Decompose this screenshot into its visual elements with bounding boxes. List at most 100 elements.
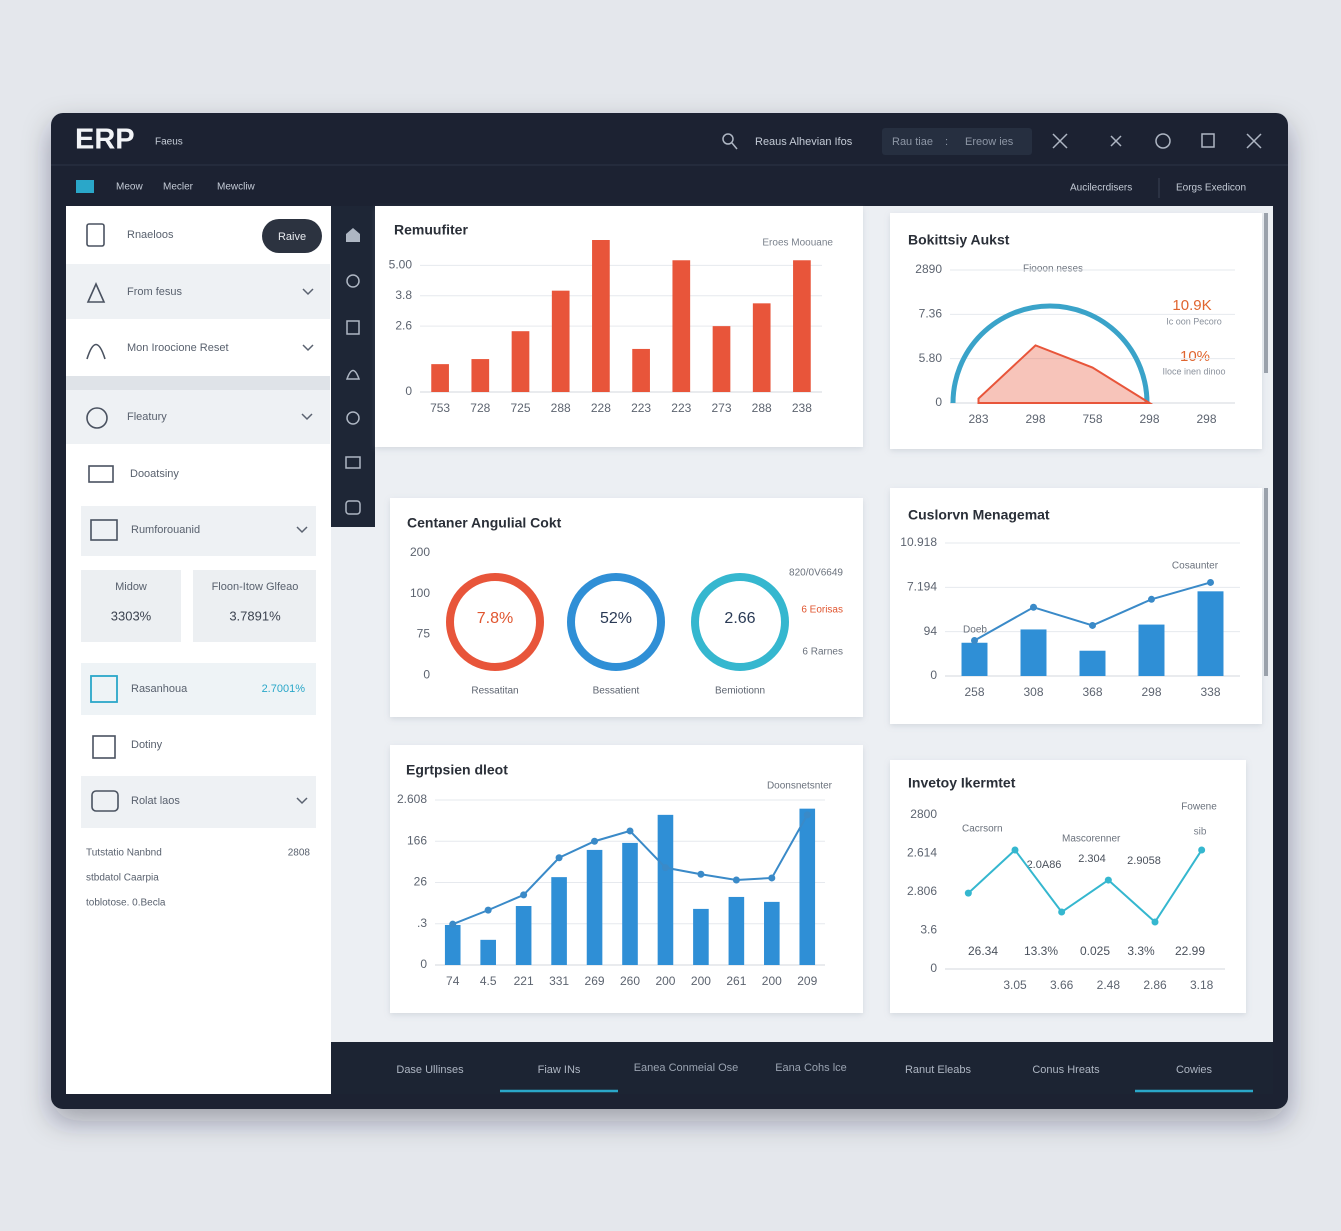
strip-icon[interactable] xyxy=(345,369,361,380)
x-tick-label: 298 xyxy=(1139,412,1159,426)
nav-right[interactable]: Eorgs Exedicon xyxy=(1176,183,1246,194)
y-tick-label: 26 xyxy=(414,875,428,889)
strip-icon[interactable] xyxy=(346,320,360,335)
x-tick-label: 3.05 xyxy=(1003,978,1027,992)
y-tick-label: 0 xyxy=(420,957,427,971)
chart-card: Invetoy Ikermtet sib Cacrsorn Mascorenner 2.… xyxy=(890,760,1246,1013)
x-tick-label: 223 xyxy=(671,401,691,415)
strip-icon[interactable] xyxy=(345,456,361,469)
point xyxy=(1104,876,1112,884)
point xyxy=(1011,846,1019,854)
x-tick-label: 200 xyxy=(691,974,711,988)
menu-icon xyxy=(90,675,118,703)
annotation: 3.3% xyxy=(1127,944,1155,958)
x-tick-label: 308 xyxy=(1023,685,1043,699)
menu-item[interactable]: Fleatury xyxy=(127,411,167,423)
nav-item[interactable]: Meow xyxy=(116,182,143,193)
point xyxy=(449,920,457,928)
nav-item[interactable]: Mewcliw xyxy=(217,182,256,193)
x-tick-label: 368 xyxy=(1082,685,1102,699)
card-bg xyxy=(890,213,1262,449)
strip-icons[interactable] xyxy=(345,228,361,515)
tab-bar xyxy=(331,1042,1273,1094)
x-tick-label: 288 xyxy=(752,401,772,415)
annotation: 22.99 xyxy=(1175,944,1205,958)
button[interactable] xyxy=(262,219,322,253)
bar xyxy=(622,842,638,965)
bar xyxy=(728,896,745,965)
tab-label[interactable]: Eanea Conmeial Ose xyxy=(634,1062,739,1074)
annotation: Cacrsorn xyxy=(962,824,1003,835)
tab-label[interactable]: Eana Cohs lce xyxy=(775,1062,847,1074)
strip-icon[interactable] xyxy=(345,500,361,515)
y-tick-label: 5.80 xyxy=(919,351,943,365)
x-tick-label: 260 xyxy=(620,974,640,988)
series-label: Fowene xyxy=(1181,802,1217,813)
axis-label: 75 xyxy=(417,627,431,641)
tab-label[interactable]: Fiaw INs xyxy=(538,1064,581,1076)
close-small-icon[interactable] xyxy=(1110,135,1122,147)
tab-label[interactable]: Cowies xyxy=(1176,1064,1213,1076)
annotation: Eroes Moouane xyxy=(762,238,833,249)
donut-label: Bemiotionn xyxy=(715,686,765,697)
menu-item[interactable]: Rolat laos xyxy=(131,795,180,807)
point xyxy=(1058,908,1066,916)
bar xyxy=(551,877,567,965)
menu-item[interactable]: Dotiny xyxy=(131,739,163,751)
nav-icon[interactable] xyxy=(76,180,94,193)
search-text[interactable]: Reaus Alhevian Ifos xyxy=(755,136,853,148)
x-tick-label: 209 xyxy=(797,974,817,988)
chart-title: Cuslorvn Menagemat xyxy=(908,507,1050,523)
strip-icon[interactable] xyxy=(346,274,360,288)
menu-item[interactable]: Mon Iroocione Reset xyxy=(127,342,229,354)
range-box[interactable] xyxy=(882,128,1032,155)
donut-label: Ressatitan xyxy=(471,686,518,697)
stat-value: 3.7891% xyxy=(229,608,281,623)
y-tick-label: 94 xyxy=(924,624,938,638)
y-tick-label: 0 xyxy=(930,961,937,975)
menu-row-bg xyxy=(81,506,316,556)
x-tick-label: 261 xyxy=(726,974,746,988)
icon-strip xyxy=(331,206,375,527)
home-icon[interactable] xyxy=(346,228,360,242)
close-icon[interactable] xyxy=(1246,133,1262,149)
menu-item[interactable]: Dooatsiny xyxy=(130,468,179,480)
y-tick-label: 2800 xyxy=(910,807,937,821)
cards: Remuufiter Eroes Moouane 0 2.6 3.8 5.00 753 728… xyxy=(375,206,1268,1013)
y-tick-label: 0 xyxy=(405,384,412,398)
chevrons[interactable] xyxy=(296,288,314,805)
menu-item[interactable]: From fesus xyxy=(127,286,183,298)
tab-label[interactable]: Conus Hreats xyxy=(1032,1064,1100,1076)
nav-item[interactable]: Mecler xyxy=(163,182,194,193)
strip-icon[interactable] xyxy=(346,411,360,425)
donut-ring xyxy=(691,573,789,671)
tab-label[interactable]: Dase Ullinses xyxy=(396,1064,464,1076)
point xyxy=(626,827,634,835)
line xyxy=(967,848,1203,924)
annotation: Mascorenner xyxy=(1062,834,1121,845)
highlight-value: 2.7001% xyxy=(262,683,306,695)
bar xyxy=(799,808,816,965)
chart-title: Remuufiter xyxy=(394,222,468,238)
clock-icon[interactable] xyxy=(1155,133,1171,149)
x-tick-label: 228 xyxy=(591,401,611,415)
nav-right[interactable]: Aucilecrdisers xyxy=(1070,183,1132,194)
y-tick-label: 2.6 xyxy=(395,318,412,332)
annotation: 2.0A86 xyxy=(1027,859,1062,871)
range-end: Ereow ies xyxy=(965,136,1014,148)
point xyxy=(520,891,528,899)
bar xyxy=(1197,591,1224,676)
highlight-label[interactable]: Rasanhoua xyxy=(131,683,188,695)
bar xyxy=(586,849,603,965)
annotation: Iloce inen dinoo xyxy=(1162,366,1225,376)
menu-item[interactable]: Rnaeloos xyxy=(127,229,174,241)
legend-entry: 820/0V6649 xyxy=(789,568,843,579)
window-icon[interactable] xyxy=(1201,133,1215,148)
search-icon xyxy=(722,133,738,150)
tab-label[interactable]: Ranut Eleabs xyxy=(905,1064,972,1076)
point xyxy=(732,876,740,884)
y-tick-label: 7.194 xyxy=(907,580,937,594)
point xyxy=(803,811,811,819)
tool-icon[interactable] xyxy=(1052,133,1068,149)
menu-item[interactable]: Rumforouanid xyxy=(131,524,200,536)
